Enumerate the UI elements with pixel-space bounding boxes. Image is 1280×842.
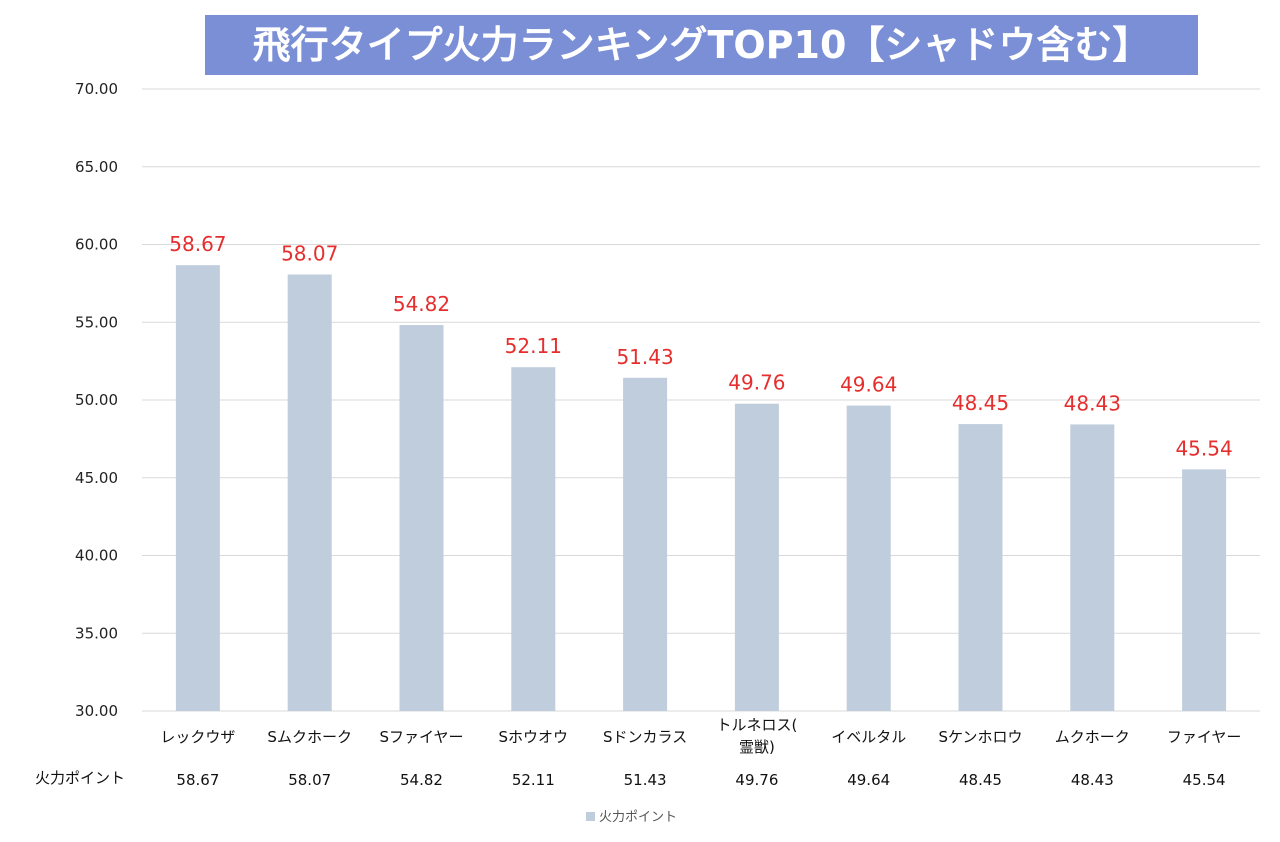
- bar: [175, 265, 220, 711]
- data-label: 58.67: [169, 232, 226, 256]
- bar: [623, 377, 668, 711]
- legend: 火力ポイント: [586, 810, 677, 825]
- table-value: 52.11: [512, 771, 555, 789]
- x-tick-label: レックウザ: [160, 728, 235, 746]
- y-tick-label: 55.00: [75, 313, 118, 331]
- bar: [958, 424, 1003, 711]
- table-value: 48.45: [959, 771, 1002, 789]
- data-label: 48.43: [1064, 391, 1121, 415]
- x-tick-label: トルネロス(: [716, 716, 797, 734]
- x-tick-label: ムクホーク: [1055, 728, 1130, 746]
- table-value: 45.54: [1183, 771, 1226, 789]
- table-value: 58.67: [176, 771, 219, 789]
- y-tick-label: 60.00: [75, 236, 118, 254]
- y-tick-label: 70.00: [75, 80, 118, 98]
- x-tick-label: Sホウオウ: [499, 728, 569, 746]
- bar: [1070, 424, 1115, 711]
- y-tick-label: 45.00: [75, 469, 118, 487]
- x-tick-label: イベルタル: [831, 728, 906, 746]
- y-tick-label: 65.00: [75, 158, 118, 176]
- data-label: 45.54: [1175, 436, 1232, 460]
- chart-title: 飛行タイプ火力ランキングTOP10【シャドウ含む】: [205, 15, 1198, 75]
- data-labels: 58.67 58.07 54.82 52.11 51.43 49.76 49.64 48.45…: [169, 232, 1232, 460]
- x-tick-label: 霊獣): [739, 738, 775, 756]
- bar: [1182, 469, 1227, 711]
- x-axis-ticks: レックウザ Sムクホーク Sファイヤー Sホウオウ Sドンカラス トルネロス( 霊獣) イベル…: [160, 716, 1241, 756]
- y-tick-label: 50.00: [75, 391, 118, 409]
- table-value: 58.07: [288, 771, 331, 789]
- bar: [511, 367, 556, 711]
- bars: [175, 265, 1227, 711]
- data-label: 54.82: [393, 292, 450, 316]
- y-tick-label: 30.00: [75, 702, 118, 720]
- table-value: 48.43: [1071, 771, 1114, 789]
- data-label: 52.11: [505, 334, 562, 358]
- data-label: 58.07: [281, 242, 338, 266]
- y-axis-ticks: 30.00 35.00 40.00 45.00 50.00 55.00 60.00 65.00…: [75, 80, 118, 720]
- x-tick-label: Sドンカラス: [603, 728, 687, 746]
- bar: [734, 403, 779, 711]
- table-value: 49.64: [847, 771, 890, 789]
- x-tick-label: ファイヤー: [1167, 728, 1242, 746]
- data-label: 49.64: [840, 373, 897, 397]
- data-label: 48.45: [952, 391, 1009, 415]
- table-series-name: 火力ポイント: [35, 769, 125, 787]
- table-value: 49.76: [735, 771, 778, 789]
- table-value: 51.43: [624, 771, 667, 789]
- legend-swatch: [586, 812, 595, 821]
- x-tick-label: Sムクホーク: [267, 728, 352, 746]
- bar: [399, 325, 444, 711]
- data-label: 49.76: [728, 371, 785, 395]
- data-table: 58.67 58.07 54.82 52.11 51.43 49.76 49.64 48.45…: [35, 769, 1226, 789]
- table-value: 54.82: [400, 771, 443, 789]
- y-tick-label: 35.00: [75, 624, 118, 642]
- bar: [287, 274, 332, 711]
- y-tick-label: 40.00: [75, 547, 118, 565]
- bar: [846, 405, 891, 711]
- x-tick-label: Sケンホロウ: [938, 728, 1022, 746]
- data-label: 51.43: [616, 345, 673, 369]
- legend-label: 火力ポイント: [599, 810, 677, 825]
- x-tick-label: Sファイヤー: [379, 728, 463, 746]
